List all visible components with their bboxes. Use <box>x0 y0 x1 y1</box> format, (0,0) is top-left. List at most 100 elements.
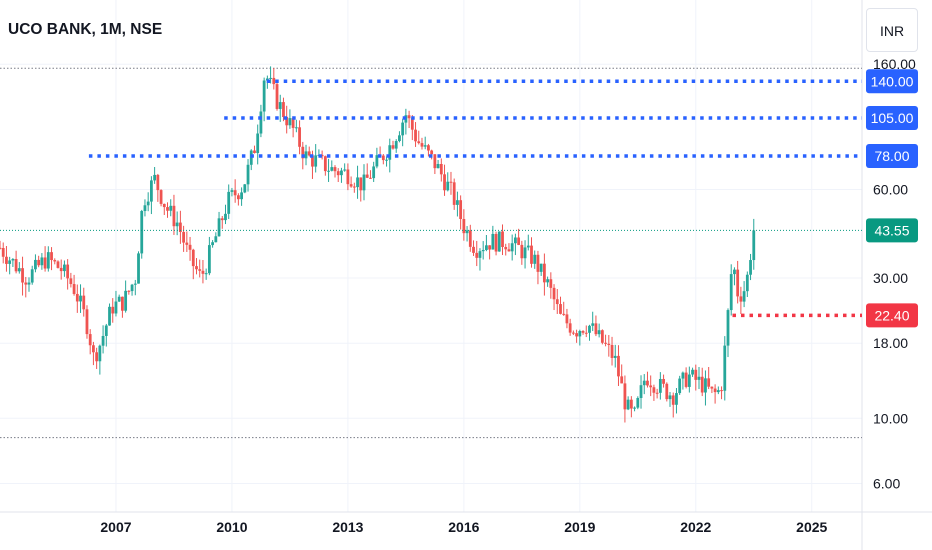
candle-body <box>671 395 675 405</box>
candle <box>549 272 553 299</box>
candle-body <box>539 263 543 272</box>
candle-body <box>726 310 730 346</box>
candle <box>204 268 208 280</box>
candle-body <box>610 344 614 358</box>
candle <box>24 276 28 298</box>
candle <box>269 66 272 84</box>
candle <box>552 284 556 311</box>
candle <box>398 131 401 143</box>
candle <box>662 374 665 388</box>
candle-body <box>220 218 224 221</box>
candle <box>307 146 311 157</box>
candle <box>101 325 105 354</box>
candle <box>59 259 63 280</box>
candle <box>642 374 646 395</box>
candle-body <box>449 181 453 183</box>
candle-body <box>694 369 698 380</box>
candle <box>46 246 50 272</box>
candle <box>72 274 76 296</box>
candle-body <box>46 252 50 269</box>
candle-body <box>346 169 350 185</box>
candle <box>617 345 620 386</box>
candle-body <box>414 129 417 142</box>
candle-body <box>259 111 263 134</box>
candle <box>571 330 575 336</box>
candle <box>481 241 485 260</box>
candle <box>436 159 440 169</box>
candle-body <box>691 369 694 375</box>
candle-body <box>85 309 89 335</box>
candle-body <box>311 155 314 167</box>
candle <box>214 232 218 243</box>
candle-body <box>323 156 327 172</box>
candle-body <box>175 222 179 227</box>
candle <box>133 279 137 296</box>
candle <box>501 224 504 256</box>
candle-body <box>581 331 585 333</box>
candle-body <box>178 222 182 233</box>
candle <box>333 165 337 178</box>
candle-body <box>427 145 430 151</box>
candle-body <box>201 270 205 274</box>
candle-body <box>285 117 289 126</box>
candle-body <box>211 242 215 246</box>
candle <box>66 259 70 290</box>
candle-body <box>591 323 595 326</box>
candle-body <box>423 145 427 147</box>
candle-body <box>704 378 707 393</box>
candle-body <box>101 335 105 346</box>
candle <box>452 178 456 210</box>
candle-body <box>233 190 237 196</box>
price-tag-22.40-text: 22.40 <box>874 307 909 323</box>
candle <box>427 143 430 157</box>
price-axis-label: 10.00 <box>873 410 908 426</box>
candle-body <box>217 218 221 237</box>
candle <box>79 284 82 313</box>
candle-body <box>594 323 598 335</box>
candle-body <box>668 395 672 400</box>
candle <box>433 154 437 175</box>
candle-body <box>236 195 240 200</box>
candle-body <box>613 355 617 358</box>
candle-body <box>652 387 656 393</box>
candle-body <box>681 372 685 379</box>
candle-body <box>0 247 2 249</box>
candle <box>491 225 495 250</box>
candle-body <box>256 133 260 154</box>
candle-body <box>552 287 556 300</box>
candle <box>240 187 243 206</box>
candle-body <box>481 249 485 252</box>
candle-body <box>736 269 740 297</box>
candle <box>178 210 182 244</box>
candle-body <box>475 252 479 258</box>
candle-body <box>398 135 401 142</box>
candle-body <box>485 245 488 250</box>
candle <box>626 396 630 411</box>
candle-body <box>343 169 347 171</box>
candle-body <box>1 248 5 257</box>
candle <box>104 323 108 347</box>
candle <box>275 81 279 111</box>
candle-body <box>95 352 99 362</box>
candle-body <box>121 296 124 311</box>
candle-body <box>546 279 550 283</box>
candle <box>584 325 588 338</box>
candle <box>629 396 633 418</box>
candle-body <box>21 268 24 283</box>
candle <box>291 116 295 138</box>
candle <box>697 366 701 390</box>
candle <box>220 215 224 229</box>
candle-body <box>140 210 144 254</box>
currency-selector[interactable]: INR <box>866 8 918 52</box>
candle <box>539 263 543 276</box>
candle-body <box>407 115 411 119</box>
candle <box>716 386 720 395</box>
candle <box>465 226 469 242</box>
candle-body <box>34 259 37 270</box>
candle <box>346 163 350 191</box>
candle-body <box>507 249 511 252</box>
candle-body <box>372 166 376 179</box>
candle <box>188 236 192 261</box>
candle-body <box>501 231 504 247</box>
